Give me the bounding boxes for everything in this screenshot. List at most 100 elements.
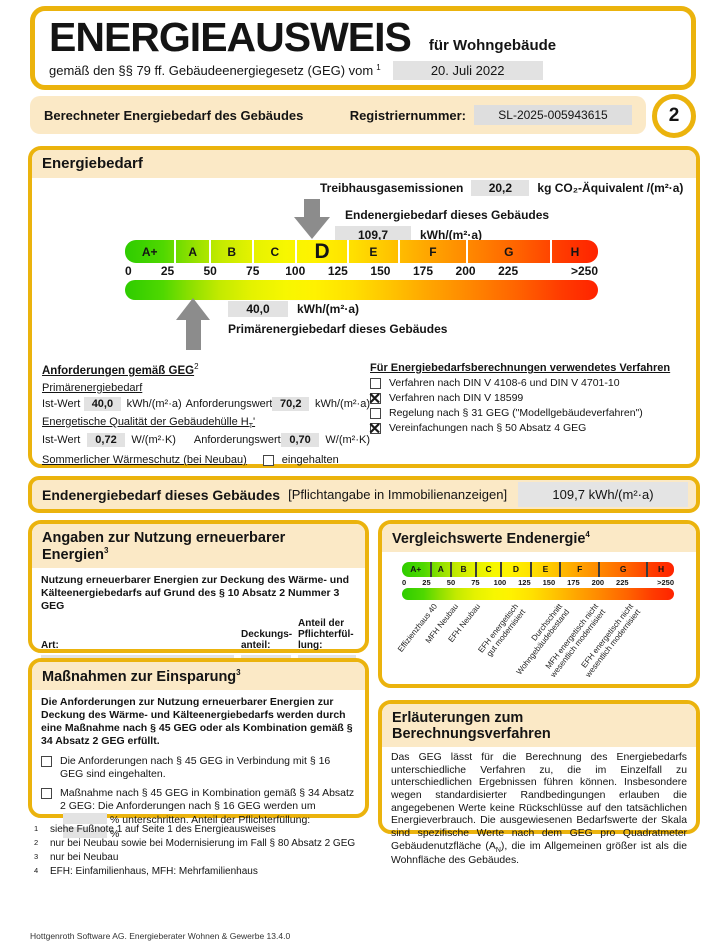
primaerenergie-label: Primärenergiebedarf dieses Gebäudes [228, 322, 448, 336]
verfahren-checkbox-vereinfachungen[interactable] [368, 419, 381, 439]
verfahren-item-label: Verfahren nach DIN V 4108-6 und DIN V 47… [389, 377, 620, 389]
endenergie-value-row: 109,7 kWh/(m²·a) [335, 226, 482, 243]
comparison-scale-gradient-bar [402, 587, 674, 600]
verfahren-checkbox-modellgebaeude[interactable] [370, 408, 381, 419]
massnahmen-footnote-marker: 3 [236, 668, 241, 677]
scale-tick: 150 [370, 264, 391, 278]
scale-tick: 50 [203, 264, 217, 278]
scale-class-h: H [570, 244, 580, 259]
verfahren-checkbox-din18599[interactable] [368, 389, 381, 409]
section-energiebedarf-header: Energiebedarf [32, 150, 696, 178]
huelle-anforderung-value-field: 0,70 [280, 433, 320, 448]
section-vergleichswerte: Vergleichswerte Endenergie4 A+ A B C D E… [378, 520, 700, 688]
col-header-deckungsanteil: Deckungs- anteil: [241, 629, 293, 652]
anforderungswert-label: Anforderungswert [193, 434, 281, 447]
footnote: 2 nur bei Neubau sowie bei Modernisierung… [34, 838, 356, 849]
section-erlaeuterungen: Erläuterungen zum Berechnungsverfahren D… [378, 700, 700, 866]
scale-class-g: G [468, 240, 552, 263]
energy-scale-ticks: 0 25 50 75 100 125 150 175 200 225 >250 [125, 264, 598, 280]
huelle-requirement-row: Ist-Wert 0,72 W/(m²·K) Anforderungswert … [42, 433, 370, 448]
endenergie-label: Endenergiebedarf dieses Gebäudes [345, 208, 550, 222]
anforderungen-block: Anforderungen gemäß GEG2 Primärenergiebe… [42, 362, 370, 466]
page-title: ENERGIEAUSWEIS [49, 14, 412, 60]
primaerenergie-value-row: 40,0 kWh/(m²·a) [228, 301, 359, 317]
scale-class-d: D [297, 240, 349, 263]
huelle-heading: Energetische Qualität der Gebäudehülle H… [42, 415, 256, 431]
registration-number-field: SL-2025-005943615 [474, 105, 632, 125]
ist-wert-label: Ist-Wert [42, 434, 81, 447]
scale-class-f: F [400, 240, 468, 263]
scale-tick: 200 [455, 264, 476, 278]
registration-label: Registriernummer: [349, 107, 466, 123]
vergleichswerte-footnote-marker: 4 [585, 530, 590, 539]
huelle-ist-value-field: 0,72 [86, 433, 126, 448]
comparison-scale-ticks: 0 25 50 75 100 125 150 175 200 225 >250 [402, 577, 674, 587]
title-box: ENERGIEAUSWEIS für Wohngebäude gemäß den… [30, 6, 696, 90]
massnahme-checkbox-par45[interactable] [41, 755, 52, 767]
pe-anforderung-unit: kWh/(m²·a) [315, 397, 370, 410]
section-banner: Berechneter Energiebedarf des Gebäudes R… [30, 96, 646, 134]
sommer-waermeschutz-label: Sommerlicher Wärmeschutz (bei Neubau) [42, 454, 247, 467]
comparison-scale: A+ A B C D E F G H 0 25 50 75 100 125 15… [402, 561, 674, 600]
law-footnote-marker: 1 [376, 63, 381, 72]
pflichtangabe-note: [Pflichtangabe in Immobilienanzeigen] [288, 487, 508, 502]
massnahmen-header: Maßnahmen zur Einsparung3 [32, 662, 365, 690]
endenergiebedarf-band-value-field: 109,7 kWh/(m²·a) [518, 482, 688, 507]
erlaeuterungen-body: Das GEG lässt für die Berechnung des Ene… [391, 752, 687, 867]
scale-tick: 100 [285, 264, 306, 278]
verfahren-block: Für Energiebedarfsberechnungen verwendet… [368, 362, 698, 439]
energy-scale: A+ A B C D E F G H 0 25 50 75 100 125 15… [125, 240, 598, 300]
massnahmen-item-label: Die Anforderungen nach § 45 GEG in Verbi… [60, 754, 331, 780]
erneuerbare-header: Angaben zur Nutzung erneuerbarer Energie… [32, 524, 365, 568]
page-number-badge: 2 [652, 94, 696, 138]
erneuerbare-intro: Nutzung erneuerbarer Energien zur Deckun… [41, 573, 350, 613]
energy-scale-classes: A+ A B C D E F G H [125, 240, 598, 263]
geg-date-field: 20. Juli 2022 [392, 61, 543, 80]
erneuerbare-footnote-marker: 3 [104, 546, 109, 555]
primaerenergie-requirement-row: Ist-Wert 40,0 kWh/(m²·a) Anforderungswer… [42, 396, 370, 411]
arrow-down-icon [294, 199, 330, 239]
ghg-value-field: 20,2 [471, 180, 530, 196]
scale-tick: 125 [327, 264, 348, 278]
verfahren-item: Vereinfachungen nach § 50 Absatz 4 GEG [368, 419, 698, 439]
scale-class-a: A [176, 240, 212, 263]
unterschreitung-input[interactable] [63, 813, 107, 825]
arrow-up-icon [176, 298, 210, 350]
title-suffix: für Wohngebäude [428, 37, 557, 54]
comparison-label: Effizienzhaus 40 [395, 601, 440, 654]
scale-tick: 75 [246, 264, 260, 278]
ist-wert-label: Ist-Wert [42, 397, 81, 410]
massnahmen-item: Die Anforderungen nach § 45 GEG in Verbi… [41, 755, 356, 781]
sommer-checkbox[interactable] [262, 454, 274, 466]
huelle-ist-unit: W/(m²·K) [131, 434, 176, 447]
sommer-waermeschutz-row: Sommerlicher Wärmeschutz (bei Neubau) ei… [42, 454, 370, 466]
ghg-label: Treibhausgasemissionen [320, 181, 464, 195]
section-massnahmen: Maßnahmen zur Einsparung3 Die Anforderun… [28, 658, 369, 840]
footnote: 4 EFH: Einfamilienhaus, MFH: Mehrfamilien… [34, 866, 258, 877]
primaerenergie-value-field: 40,0 [228, 301, 288, 317]
section-erneuerbare-energien: Angaben zur Nutzung erneuerbarer Energie… [28, 520, 369, 706]
verfahren-title: Für Energiebedarfsberechnungen verwendet… [370, 362, 671, 374]
massnahmen-intro: Die Anforderungen zur Nutzung erneuerbar… [41, 695, 353, 748]
pflichterfuellung-anteil-input[interactable] [63, 827, 107, 839]
verfahren-item: Regelung nach § 31 GEG ("Modellgebäudeve… [370, 407, 698, 419]
anforderungen-footnote-marker: 2 [194, 362, 199, 371]
endenergie-unit: kWh/(m²·a) [420, 227, 482, 242]
footnotes: 1 siehe Fußnote 1 auf Seite 1 des Energie… [34, 824, 394, 880]
huelle-anforderung-unit: W/(m²·K) [325, 434, 370, 447]
anforderungen-title: Anforderungen gemäß GEG [42, 364, 195, 377]
footnote: 3 nur bei Neubau [34, 852, 119, 863]
verfahren-item: Verfahren nach DIN V 18599 [368, 389, 698, 409]
scale-class-c: C [254, 240, 298, 263]
primaerenergie-unit: kWh/(m²·a) [297, 302, 359, 316]
scale-tick: 0 [125, 264, 132, 278]
scale-class-b: B [211, 240, 255, 263]
scale-class-e: E [349, 240, 400, 263]
endenergiebedarf-band: Endenergiebedarf dieses Gebäudes [Pflich… [28, 476, 700, 513]
verfahren-checkbox-din4108[interactable] [370, 378, 381, 389]
ghg-row: Treibhausgasemissionen 20,2 kg CO₂-Äquiv… [320, 180, 683, 196]
massnahme-checkbox-kombination[interactable] [41, 787, 52, 799]
scale-tick: 225 [498, 264, 519, 278]
erlaeuterungen-header: Erläuterungen zum Berechnungsverfahren [382, 704, 696, 747]
